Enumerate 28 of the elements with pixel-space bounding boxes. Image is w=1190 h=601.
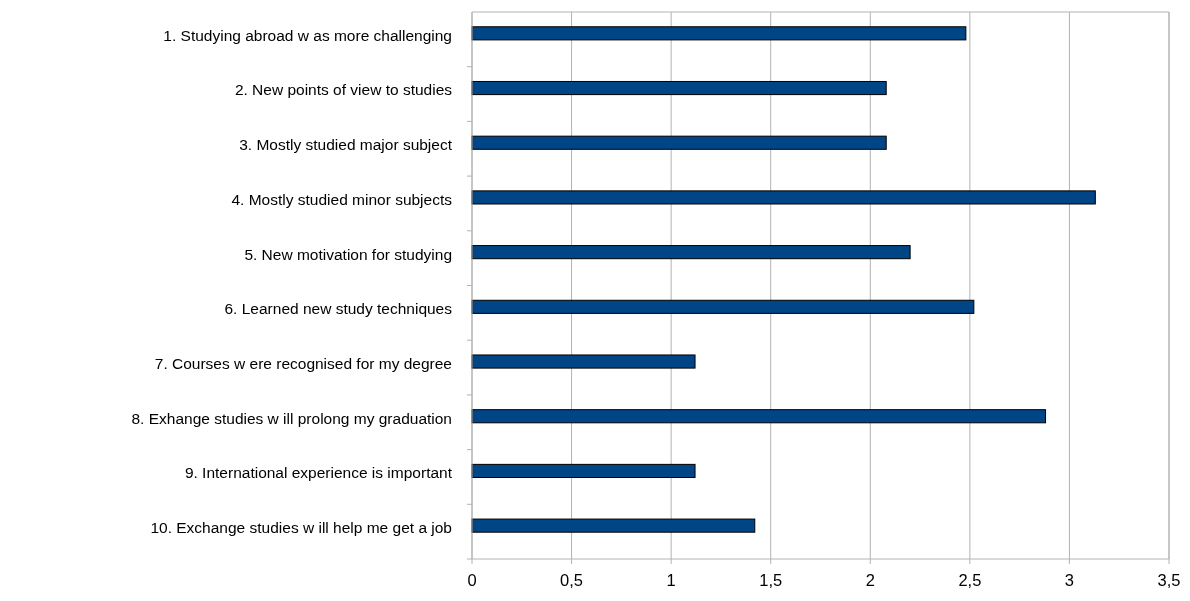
x-tick-label: 1,5 [759,571,783,589]
y-tick-label: 2. New points of view to studies [234,81,453,99]
x-tick-label: 2 [865,571,875,589]
x-tick-label: 0,5 [560,571,584,589]
bar [471,409,1047,424]
bar [471,299,975,314]
y-tick-label: 7. Courses w ere recognised for my degree [154,354,452,372]
x-tick-label: 3 [1064,571,1075,589]
y-tick-label: 9. International experience is important [184,464,453,482]
bar [471,190,1096,205]
y-tick-label: 5. New motivation for studying [244,245,452,263]
bar [471,26,967,41]
y-tick-label: 8. Exhange studies w ill prolong my graduation [131,409,452,427]
x-tick-label: 1 [666,571,676,589]
y-tick-label: 4. Mostly studied minor subjects [231,190,453,208]
bar [471,80,887,96]
bar [471,463,696,478]
y-tick-label: 1. Studying abroad w as more challenging [163,26,452,44]
bar [471,354,696,369]
bar [471,245,911,260]
x-tick-label: 2,5 [958,571,982,589]
x-tick-label: 0 [467,571,477,589]
y-tick-label: 6. Learned new study techniques [224,300,453,318]
bar [471,518,756,533]
bar [471,135,887,150]
x-tick-label: 3,5 [1157,571,1181,589]
y-tick-label: 3. Mostly studied major subject [239,136,453,154]
y-tick-label: 10. Exchange studies w ill help me get a job [150,519,452,537]
